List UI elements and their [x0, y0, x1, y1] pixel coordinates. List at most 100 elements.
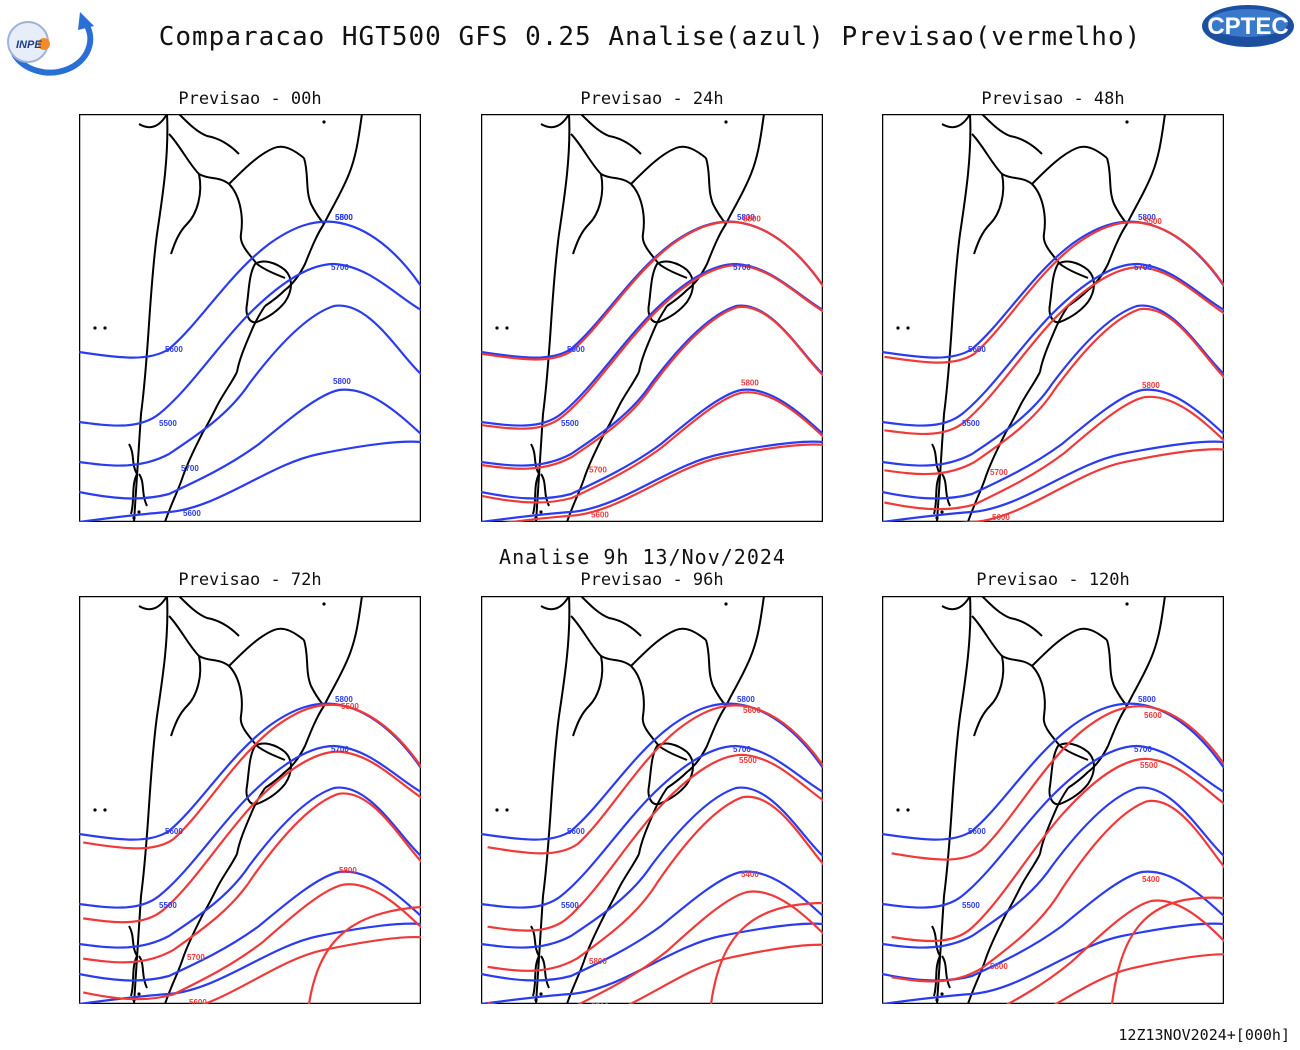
coastline — [228, 665, 258, 747]
analysis-contour — [882, 922, 1224, 1004]
island — [534, 998, 538, 1002]
analysis-contour — [481, 440, 823, 522]
coastline — [647, 260, 694, 324]
coastline — [572, 655, 604, 737]
forecast-contour — [487, 890, 823, 1004]
map-panel-72h: 5800 5700 5600 5500 5800 5700 5600 5500 — [79, 596, 421, 1004]
coastline — [1031, 183, 1061, 265]
contour-label: 5500 — [561, 419, 579, 428]
coastline — [178, 596, 240, 637]
coastline — [725, 114, 765, 225]
forecast-contour — [502, 443, 823, 522]
coastline — [1031, 145, 1108, 185]
contour-label: 5600 — [743, 706, 761, 715]
coastline — [236, 787, 266, 855]
panel-title-120h: Previsao - 120h — [976, 570, 1130, 590]
analysis-contour — [79, 262, 421, 427]
forecast-contour — [487, 753, 823, 932]
coastline — [535, 596, 571, 1004]
timestamp: 12Z13NOV2024+[000h] — [1118, 1026, 1290, 1044]
coastline — [666, 705, 727, 789]
forecast-contour — [627, 943, 823, 1004]
coastline — [264, 705, 325, 789]
analysis-label: Analise 9h 13/Nov/2024 — [499, 545, 786, 569]
map-frame — [882, 596, 1224, 1004]
coastline — [256, 263, 286, 279]
analysis-contour — [481, 786, 823, 949]
contour-label: 5500 — [159, 901, 177, 910]
contour-label: 5600 — [567, 827, 585, 836]
coastline — [1067, 223, 1128, 307]
contour-label: 5500 — [743, 215, 761, 224]
island — [103, 326, 107, 330]
coastline — [658, 263, 688, 279]
coastline — [202, 853, 238, 915]
map-panel-96h: 5800 5700 5600 5500 5400 5800 5700 5600 5500 — [481, 596, 823, 1004]
coastline — [170, 655, 202, 737]
forecast-contour — [487, 704, 823, 855]
panel-title-48h: Previsao - 48h — [981, 89, 1125, 109]
forecast-contour — [884, 221, 1224, 364]
coastline — [535, 114, 571, 522]
coastline — [228, 627, 305, 667]
contour-label: 5600 — [968, 345, 986, 354]
coastline — [725, 596, 765, 707]
analysis-contour — [481, 922, 823, 1004]
forecast-contour — [1053, 953, 1224, 1004]
coastline — [236, 305, 266, 373]
coastline — [1106, 157, 1128, 225]
contour-label: 5800 — [1138, 695, 1156, 704]
island — [495, 808, 499, 812]
forecast-contour — [307, 905, 421, 1004]
island — [724, 120, 728, 124]
contour-label: 5800 — [737, 213, 755, 222]
coastline — [638, 305, 668, 373]
coastline — [630, 183, 660, 265]
island — [322, 602, 326, 606]
contour-label: 5500 — [739, 756, 757, 765]
island — [93, 808, 97, 812]
island — [539, 992, 543, 996]
forecast-contour — [481, 220, 823, 361]
contour-label: 5800 — [1142, 381, 1160, 390]
island — [906, 326, 910, 330]
svg-text:INPE: INPE — [16, 39, 42, 51]
contour-label: 5800 — [339, 866, 357, 875]
panel-title-96h: Previsao - 96h — [580, 570, 724, 590]
forecast-contour — [481, 305, 823, 470]
coastline — [323, 596, 363, 707]
coastline — [941, 596, 971, 611]
coastline — [936, 114, 972, 522]
coastline — [1039, 305, 1069, 373]
contour-label: 5700 — [331, 263, 349, 272]
forecast-contour — [959, 448, 1224, 522]
analysis-contour — [481, 388, 823, 500]
inpe-logo: INPE — [4, 4, 94, 80]
coastline — [1067, 705, 1128, 789]
contour-label: 5800 — [990, 962, 1008, 971]
contour-label: 5500 — [341, 702, 359, 711]
contour-label: 5800 — [335, 213, 353, 222]
analysis-contour — [79, 744, 421, 909]
svg-text:CPTEC: CPTEC — [1207, 13, 1288, 40]
coastline — [1059, 263, 1089, 279]
analysis-contour — [882, 262, 1224, 427]
island — [505, 326, 509, 330]
island — [495, 326, 499, 330]
forecast-contour — [487, 795, 823, 972]
coastline — [540, 596, 570, 611]
coastline — [630, 145, 707, 185]
coastline — [647, 742, 694, 806]
forecast-contour — [481, 391, 823, 504]
coastline — [303, 639, 325, 707]
coastline — [170, 173, 202, 255]
forecast-contour — [83, 750, 421, 924]
contour-label: 5500 — [1144, 217, 1162, 226]
coastline — [1005, 371, 1041, 433]
contour-label: 5600 — [1144, 711, 1162, 720]
coastline — [128, 925, 139, 997]
contour-label: 5600 — [189, 998, 207, 1004]
coastline — [178, 114, 240, 155]
